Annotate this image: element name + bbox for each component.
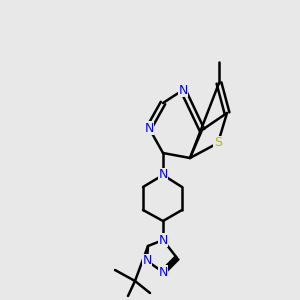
Text: N: N bbox=[158, 266, 168, 278]
Text: N: N bbox=[178, 83, 188, 97]
Text: N: N bbox=[158, 169, 168, 182]
Text: N: N bbox=[142, 254, 152, 268]
Text: S: S bbox=[214, 136, 222, 149]
Text: N: N bbox=[144, 122, 154, 134]
Text: N: N bbox=[158, 233, 168, 247]
